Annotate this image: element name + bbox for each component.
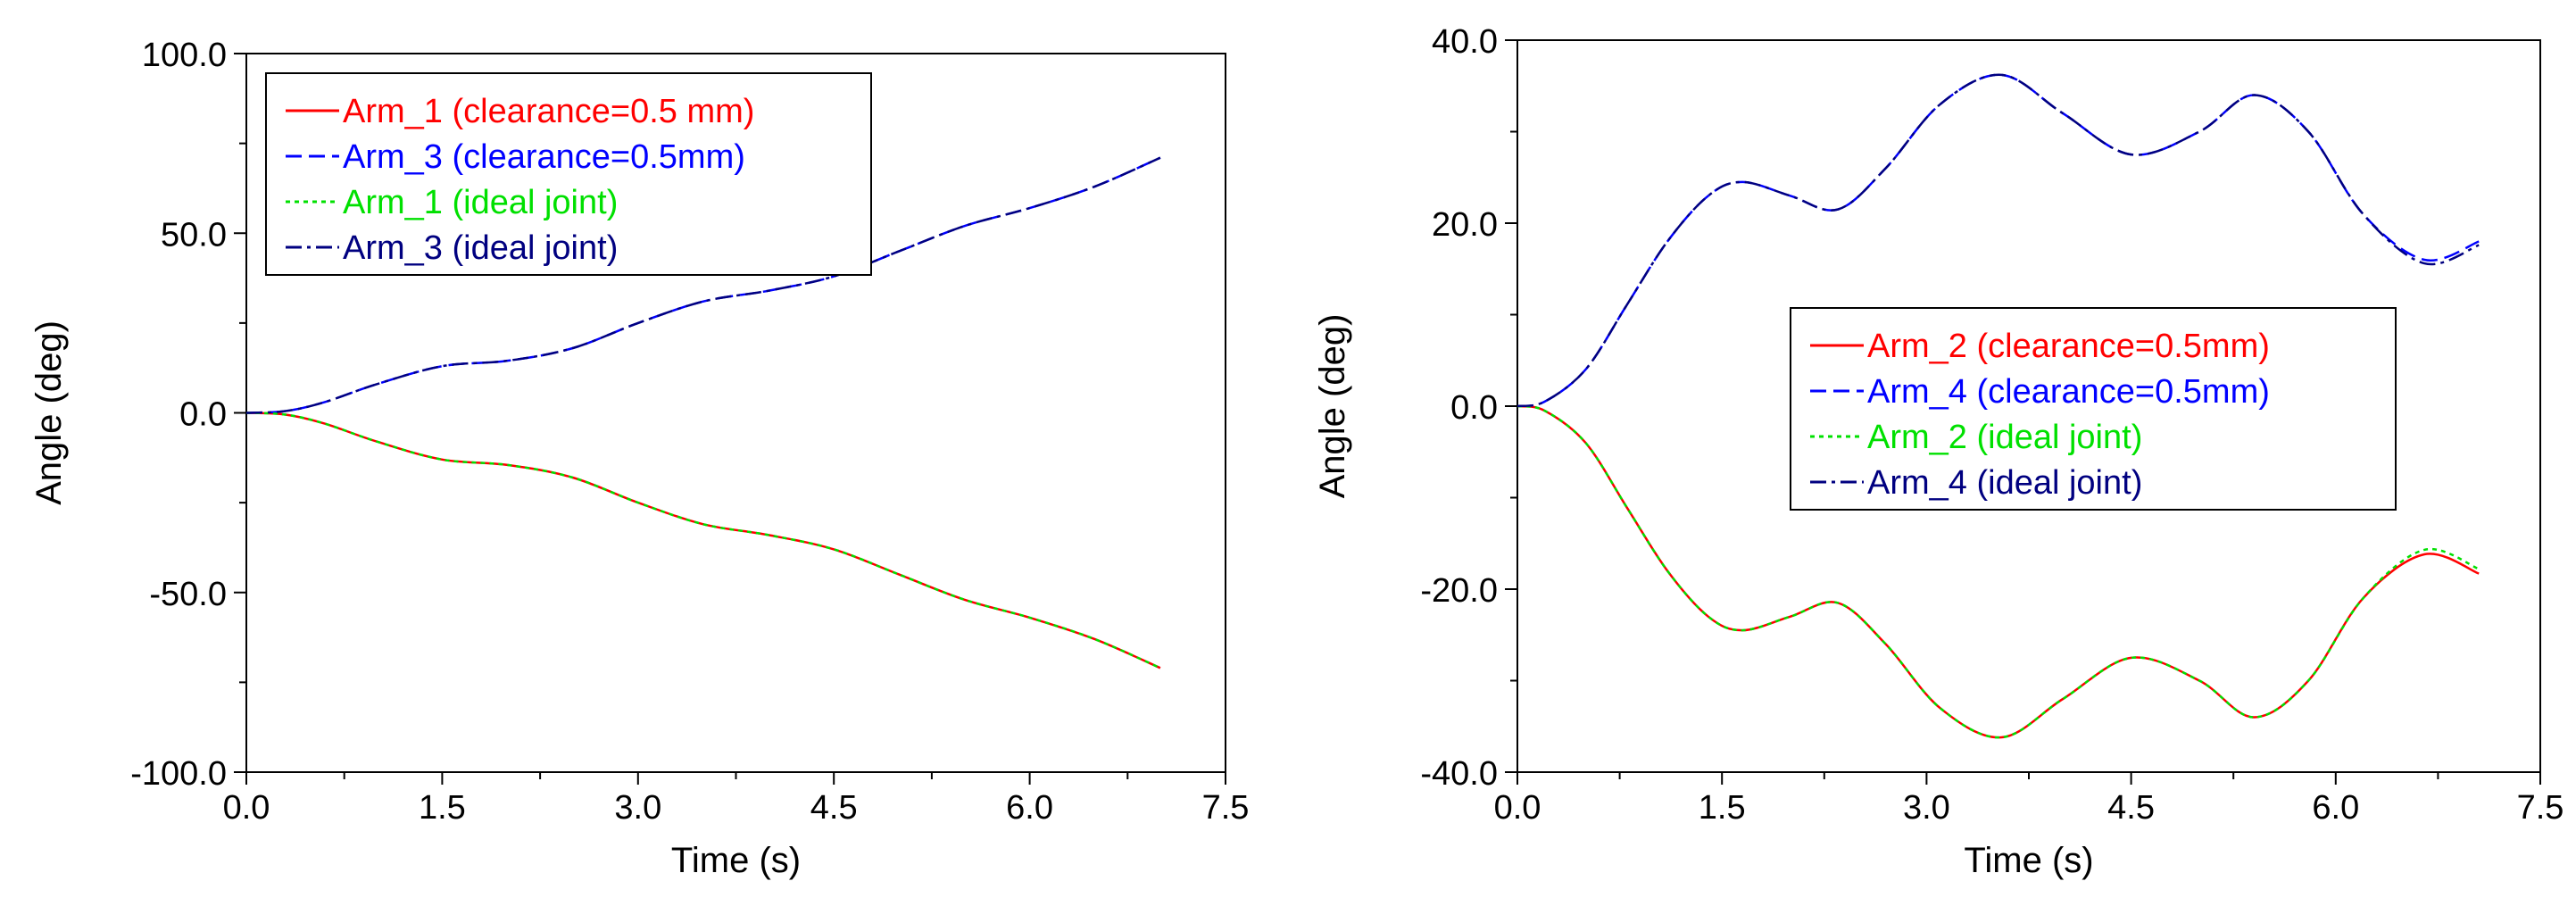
legend-label: Arm_4 (clearance=0.5mm) <box>1867 373 2270 411</box>
legend: Arm_1 (clearance=0.5 mm) Arm_3 (clearance… <box>265 72 872 276</box>
x-tick-label: 4.5 <box>810 789 858 827</box>
y-tick-label: 0.0 <box>179 396 227 434</box>
x-tick-label: 0.0 <box>1494 789 1541 827</box>
legend-box <box>1790 307 2397 511</box>
y-tick-label: 0.0 <box>1450 389 1498 427</box>
legend-label: Arm_1 (ideal joint) <box>343 184 618 221</box>
series-line-arm_3-dashed <box>246 156 1161 414</box>
series-group <box>1517 73 2480 739</box>
x-tick-label: 7.5 <box>2517 789 2564 827</box>
x-tick-label: 0.0 <box>223 789 270 827</box>
x-tick-label: 3.0 <box>1903 789 1950 827</box>
series-group <box>246 156 1161 669</box>
legend-label: Arm_1 (clearance=0.5 mm) <box>343 93 754 130</box>
legend-label: Arm_4 (ideal joint) <box>1867 464 2142 502</box>
series-line-arm_4-dashdot <box>1517 73 2480 408</box>
legend-label: Arm_2 (ideal joint) <box>1867 419 2142 456</box>
legend-label: Arm_3 (ideal joint) <box>343 229 618 267</box>
y-tick-label: -20.0 <box>1420 572 1498 610</box>
x-tick-label: 1.5 <box>419 789 466 827</box>
legend-box <box>265 72 872 276</box>
x-tick-label: 4.5 <box>2107 789 2155 827</box>
x-tick-label: 6.0 <box>2312 789 2359 827</box>
y-tick-label: 40.0 <box>1432 23 1498 61</box>
legend-label: Arm_2 (clearance=0.5mm) <box>1867 328 2270 365</box>
y-tick-label: -50.0 <box>149 576 227 613</box>
x-tick-label: 6.0 <box>1006 789 1053 827</box>
right-chart: 40.020.00.0-20.0-40.00.0 1.5 3.0 4.5 6.0 7.5T… <box>1313 23 2564 880</box>
legend-label: Arm_3 (clearance=0.5mm) <box>343 138 745 176</box>
y-tick-label: 100.0 <box>142 37 227 74</box>
y-tick-label: 50.0 <box>161 216 227 254</box>
x-tick-label: 3.0 <box>614 789 661 827</box>
y-tick-label: -100.0 <box>130 755 227 793</box>
x-tick-label: 7.5 <box>1202 789 1250 827</box>
x-tick-label: 1.5 <box>1699 789 1746 827</box>
y-tick-label: -40.0 <box>1420 755 1498 793</box>
y-axis-label: Angle (deg) <box>29 320 69 505</box>
series-line-arm_2-dotted <box>1517 404 2480 739</box>
left-chart: 100.050.00.0-50.0-100.00.0 1.5 3.0 4.5 6.0 7.… <box>29 37 1249 880</box>
y-axis-label: Angle (deg) <box>1313 314 1352 499</box>
x-axis-label: Time (s) <box>671 841 801 880</box>
y-tick-label: 20.0 <box>1432 206 1498 244</box>
x-axis-label: Time (s) <box>1964 841 2093 880</box>
series-line-arm_1-dotted <box>246 412 1161 669</box>
legend: Arm_2 (clearance=0.5mm) Arm_4 (clearance=… <box>1790 307 2397 511</box>
